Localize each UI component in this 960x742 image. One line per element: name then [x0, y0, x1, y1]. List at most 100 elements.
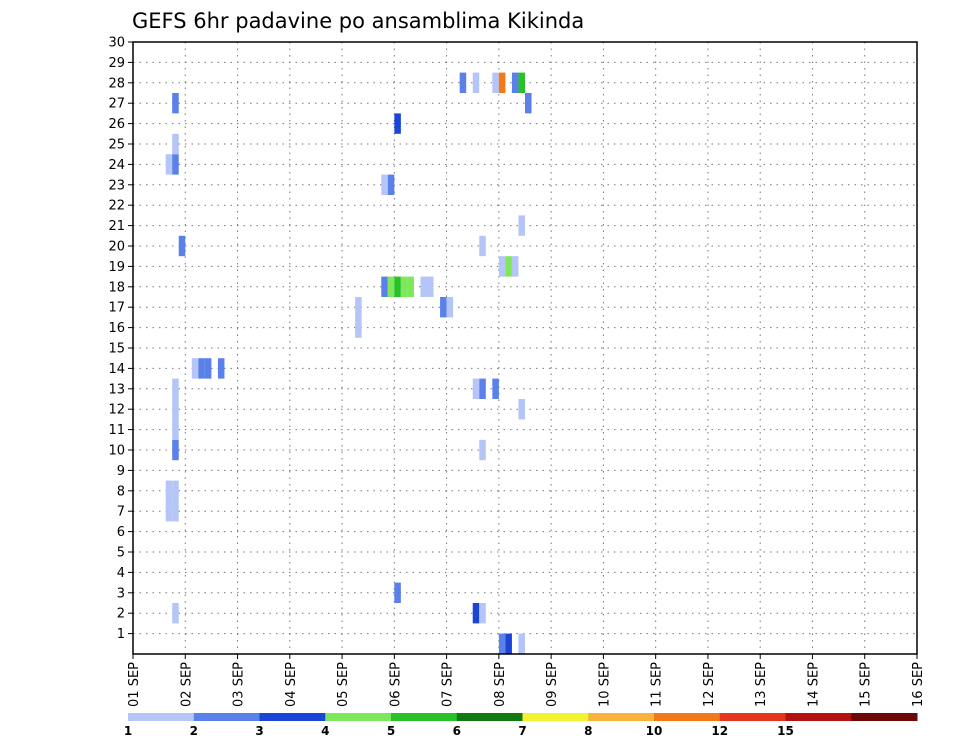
y-tick-label: 30: [108, 36, 125, 51]
precip-cell: [498, 633, 506, 654]
y-tick-label: 12: [108, 403, 125, 418]
legend-swatch: [456, 713, 523, 721]
legend-label: 4: [321, 724, 329, 738]
x-tick-label: 08 SEP: [493, 662, 508, 707]
precip-cell: [191, 358, 199, 379]
legend-swatch: [719, 713, 786, 721]
precip-cell: [165, 154, 173, 175]
legend-label: 1: [124, 724, 132, 738]
y-tick-label: 18: [108, 280, 125, 295]
legend-label: 8: [584, 724, 592, 738]
x-tick-label: 12 SEP: [702, 662, 717, 707]
y-tick-label: 5: [117, 546, 125, 561]
precip-cell: [394, 113, 401, 134]
precip-cell: [498, 72, 506, 93]
legend-swatch: [325, 713, 392, 721]
legend-label: 2: [190, 724, 198, 738]
precip-cell: [172, 480, 179, 501]
y-tick-label: 17: [108, 301, 125, 316]
y-tick-label: 24: [108, 158, 125, 173]
precip-cell: [387, 174, 395, 195]
y-tick-label: 6: [117, 525, 125, 540]
precip-cell: [381, 276, 388, 297]
x-tick-label: 03 SEP: [232, 662, 247, 707]
precip-cell: [387, 276, 395, 297]
precip-cell: [394, 582, 401, 603]
y-tick-label: 14: [108, 362, 125, 377]
precip-cell: [420, 276, 427, 297]
precip-cell: [498, 256, 506, 277]
y-tick-label: 15: [108, 342, 125, 357]
legend-swatch: [588, 713, 655, 721]
y-tick-label: 19: [108, 260, 125, 275]
precip-cell: [446, 297, 454, 318]
x-tick-label: 02 SEP: [179, 662, 194, 707]
precip-cell: [505, 633, 512, 654]
precip-cell: [394, 276, 401, 297]
precip-cell: [172, 399, 179, 420]
precip-cell: [355, 317, 362, 338]
x-tick-label: 07 SEP: [441, 662, 456, 707]
legend-swatch: [193, 713, 260, 721]
legend-label: 6: [453, 724, 461, 738]
precip-cell: [172, 154, 179, 175]
x-tick-label: 01 SEP: [127, 662, 142, 707]
precip-cell: [400, 276, 408, 297]
y-tick-label: 25: [108, 138, 125, 153]
y-tick-label: 11: [108, 423, 125, 438]
precip-cell: [459, 72, 467, 93]
legend-swatch: [785, 713, 852, 721]
precip-cell: [479, 378, 486, 399]
precip-cell: [440, 297, 447, 318]
legend-label: 7: [518, 724, 526, 738]
precip-cell: [472, 603, 480, 624]
precip-cell: [204, 358, 212, 379]
y-tick-label: 10: [108, 444, 125, 459]
x-tick-label: 09 SEP: [545, 662, 560, 707]
x-tick-label: 06 SEP: [388, 662, 403, 707]
precip-cell: [518, 399, 525, 420]
x-tick-label: 13 SEP: [754, 662, 769, 707]
precip-cell: [381, 174, 388, 195]
precip-cell: [172, 133, 179, 155]
x-tick-label: 14 SEP: [806, 662, 821, 707]
precip-cell: [172, 439, 179, 461]
y-tick-label: 27: [108, 97, 125, 112]
legend-label: 5: [387, 724, 395, 738]
legend-label: 15: [777, 724, 794, 738]
precip-cell: [407, 276, 414, 297]
precip-cell: [472, 72, 480, 93]
y-tick-label: 13: [108, 382, 125, 397]
legend-swatch: [851, 713, 918, 721]
precip-cell: [479, 603, 486, 624]
legend-label: 10: [646, 724, 663, 738]
precip-cell: [511, 256, 519, 277]
y-tick-label: 16: [108, 321, 125, 336]
precip-cell: [172, 419, 179, 440]
precip-cell: [165, 501, 173, 522]
x-tick-label: 11 SEP: [650, 662, 665, 707]
y-tick-label: 22: [108, 199, 125, 214]
y-axis: 1234567891011121314151617181920212223242…: [108, 36, 133, 642]
legend-swatch: [259, 713, 326, 721]
x-tick-label: 04 SEP: [284, 662, 299, 707]
precip-cell: [518, 633, 525, 654]
legend-label: 12: [711, 724, 728, 738]
precip-cell: [172, 378, 179, 399]
precip-cell: [518, 72, 525, 93]
precip-cell: [492, 72, 499, 93]
x-tick-label: 05 SEP: [336, 662, 351, 707]
precip-cell: [355, 297, 362, 318]
y-tick-label: 8: [117, 484, 125, 499]
y-tick-label: 20: [108, 240, 125, 255]
precip-cell: [511, 72, 519, 93]
legend-swatch: [522, 713, 589, 721]
x-axis: 01 SEP 02 SEP 03 SEP 04 SEP 05 SEP 06 SEP 07 S…: [127, 654, 926, 707]
precip-cell: [479, 235, 486, 257]
precip-cell: [165, 480, 173, 501]
x-tick-label: 15 SEP: [859, 662, 874, 707]
legend-swatch: [654, 713, 721, 721]
precip-cell: [198, 358, 205, 379]
precip-cell: [472, 378, 480, 399]
